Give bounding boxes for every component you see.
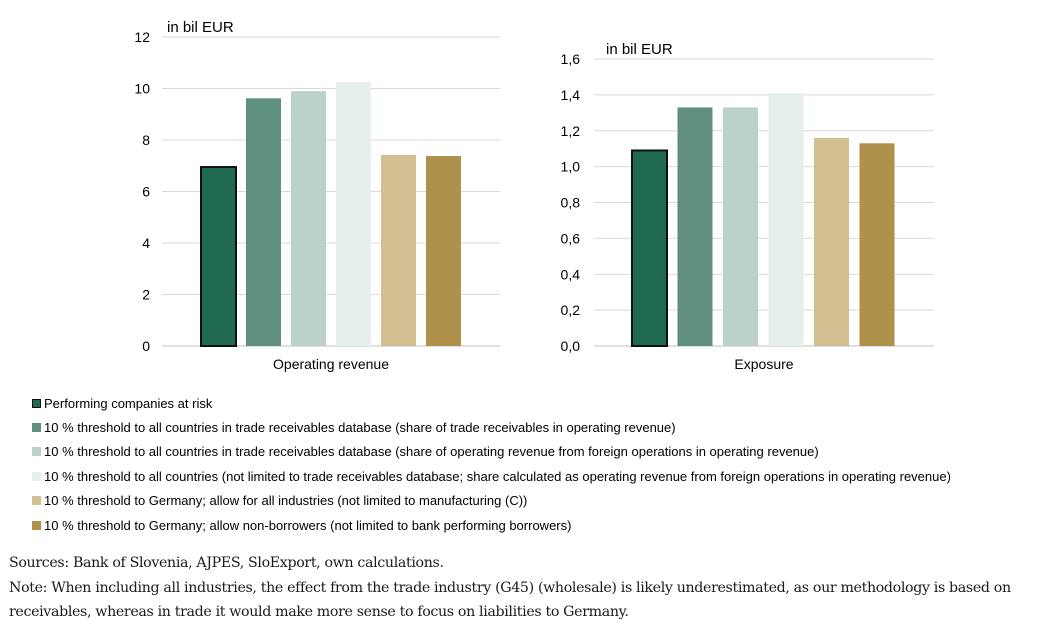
bar bbox=[814, 137, 849, 346]
bar bbox=[768, 93, 804, 346]
legend-swatch bbox=[32, 447, 41, 457]
note-text: Note: When including all industries, the… bbox=[9, 579, 1011, 621]
legend: Performing companies at risk 10 % thresho… bbox=[32, 391, 951, 537]
legend-item: 10 % threshold to all countries (not lim… bbox=[32, 464, 951, 488]
legend-label: Performing companies at risk bbox=[44, 395, 213, 411]
y-tick-label: 8 bbox=[142, 132, 150, 148]
unit-label: in bil EUR bbox=[167, 19, 234, 36]
chart-1: 0 2 4 6 8 10 12 in bil EUR Operating revenue bbox=[134, 19, 500, 372]
legend-swatch bbox=[32, 520, 41, 530]
y-tick-label: 1,2 bbox=[561, 123, 581, 139]
bar bbox=[291, 91, 326, 346]
category-label: Operating revenue bbox=[273, 356, 389, 372]
y-tick-label: 10 bbox=[134, 81, 150, 97]
y-tick-label: 1,0 bbox=[561, 159, 581, 175]
bar bbox=[200, 166, 237, 347]
y-tick-label: 0,4 bbox=[561, 266, 581, 282]
bar bbox=[859, 143, 895, 346]
legend-item: 10 % threshold to Germany; allow non-bor… bbox=[32, 513, 951, 537]
legend-item: 10 % threshold to all countries in trade… bbox=[32, 440, 951, 464]
y-tick-label: 0,8 bbox=[561, 195, 581, 211]
legend-label: 10 % threshold to Germany; allow for all… bbox=[44, 493, 528, 509]
legend-swatch bbox=[32, 471, 41, 481]
y-tick-label: 2 bbox=[142, 287, 150, 303]
sources-text: Sources: Bank of Slovenia, AJPES, SloExp… bbox=[9, 555, 444, 571]
y-tick-label: 0 bbox=[142, 338, 150, 354]
y-tick-label: 0,6 bbox=[561, 230, 581, 246]
legend-swatch bbox=[32, 398, 41, 408]
unit-label: in bil EUR bbox=[606, 41, 673, 58]
legend-label: 10 % threshold to all countries in trade… bbox=[44, 444, 819, 460]
legend-label: 10 % threshold to all countries in trade… bbox=[44, 420, 676, 436]
legend-label: 10 % threshold to all countries (not lim… bbox=[44, 468, 951, 484]
y-tick-label: 6 bbox=[142, 184, 150, 200]
y-tick-label: 12 bbox=[134, 29, 150, 45]
y-tick-label: 4 bbox=[142, 235, 150, 251]
legend-item: Performing companies at risk bbox=[32, 391, 951, 415]
bar bbox=[426, 155, 461, 346]
chart-2: 0,0 0,2 0,4 0,6 0,8 1,0 1,2 1,4 1,6 in bil EUR Exp… bbox=[561, 41, 934, 372]
bar bbox=[381, 154, 416, 346]
legend-item: 10 % threshold to all countries in trade… bbox=[32, 415, 951, 439]
bar bbox=[336, 82, 371, 346]
y-tick-label: 0,2 bbox=[561, 302, 581, 318]
bar bbox=[246, 98, 281, 346]
bar bbox=[723, 107, 758, 347]
legend-label: 10 % threshold to Germany; allow non-bor… bbox=[44, 517, 572, 533]
legend-item: 10 % threshold to Germany; allow for all… bbox=[32, 489, 951, 513]
legend-swatch bbox=[32, 423, 41, 433]
y-tick-label: 0,0 bbox=[561, 338, 581, 354]
legend-swatch bbox=[32, 496, 41, 506]
y-tick-label: 1,4 bbox=[561, 87, 581, 103]
bar bbox=[677, 107, 713, 347]
source-notes: Sources: Bank of Slovenia, AJPES, SloExp… bbox=[9, 551, 1059, 625]
bar bbox=[631, 149, 668, 347]
y-tick-label: 1,6 bbox=[561, 51, 581, 67]
category-label: Exposure bbox=[734, 356, 793, 372]
